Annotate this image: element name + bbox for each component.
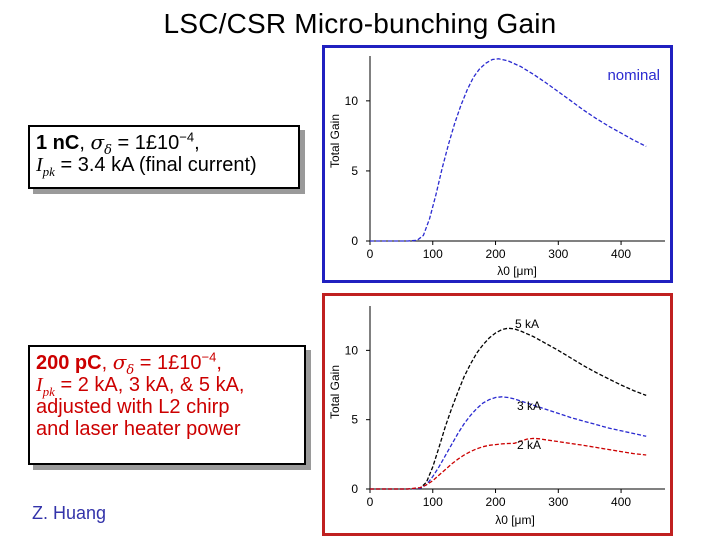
slide-title: LSC/CSR Micro-bunching Gain <box>163 8 557 39</box>
box2-ipk-rest: = 2 kA, 3 kA, & 5 kA, <box>54 374 245 396</box>
box1-ipk: I <box>36 154 43 176</box>
series-line-3-ka <box>370 396 647 490</box>
y-tick-label: 10 <box>345 94 359 108</box>
box1-charge: 1 nC <box>36 132 80 154</box>
y-tick-label: 5 <box>351 413 358 427</box>
box2-comma: , <box>216 352 222 374</box>
box1-exp: −4 <box>179 129 195 145</box>
current-comparison-plot-panel: 0 100 200 300 400 0 5 10 5 kA 3 kA 2 kA Total G… <box>322 293 673 536</box>
y-tick-label: 5 <box>351 164 358 178</box>
box2-line1: 200 pC, σδ = 1£10−4, <box>36 349 298 377</box>
series-label-3ka: 3 kA <box>517 399 541 413</box>
box1-ipk-rest: = 3.4 kA (final current) <box>54 154 257 176</box>
y-tick-label: 10 <box>345 343 359 357</box>
box2-charge: 200 pC <box>36 352 102 374</box>
box2-line2: Ipk = 2 kA, 3 kA, & 5 kA, <box>36 374 298 399</box>
x-axis-label: λ0 [μm] <box>497 264 537 278</box>
box1-sigma-sub: δ <box>104 143 112 158</box>
nominal-parameters-box: 1 nC, σδ = 1£10−4, Ipk = 3.4 kA (final c… <box>28 125 300 189</box>
box2-exp: −4 <box>201 349 217 365</box>
x-tick-label: 0 <box>367 247 374 261</box>
x-tick-label: 100 <box>423 495 443 509</box>
box2-ipk-sub: pk <box>42 384 55 399</box>
box2-ipk: I <box>36 374 43 396</box>
x-tick-label: 400 <box>611 495 631 509</box>
y-tick-label: 0 <box>351 482 358 496</box>
box2-line3: adjusted with L2 chirp <box>36 396 230 418</box>
box2-comma-a: , <box>101 352 113 374</box>
series-line-2-ka <box>370 437 647 490</box>
low-charge-parameters-box: 200 pC, σδ = 1£10−4, Ipk = 2 kA, 3 kA, &… <box>28 345 306 465</box>
x-tick-label: 200 <box>486 247 506 261</box>
box1-comma: , <box>194 132 200 154</box>
author-name: Z. Huang <box>32 503 107 523</box>
box1-line1: 1 nC, σδ = 1£10−4, <box>36 129 292 157</box>
current-comparison-chart: 0 100 200 300 400 0 5 10 5 kA 3 kA 2 kA Total G… <box>326 297 669 532</box>
x-tick-label: 300 <box>548 495 568 509</box>
y-tick-label: 0 <box>351 234 358 248</box>
series-label-5ka: 5 kA <box>515 317 539 331</box>
box2-eq: = 1£10 <box>134 352 202 374</box>
box2-sigma: σ <box>112 350 127 374</box>
x-tick-label: 0 <box>367 495 374 509</box>
x-tick-label: 100 <box>423 247 443 261</box>
x-tick-label: 400 <box>611 247 631 261</box>
box2-line4: and laser heater power <box>36 418 241 440</box>
series-line-5-ka <box>370 327 647 490</box>
series-label-2ka: 2 kA <box>517 438 541 452</box>
box1-comma-a: , <box>79 132 91 154</box>
x-tick-label: 200 <box>486 495 506 509</box>
y-axis-label: Total Gain <box>328 365 342 419</box>
y-axis-label: Total Gain <box>328 114 342 168</box>
nominal-gain-plot-panel: 0 100 200 300 400 0 5 10 nominal Total Gain λ0 … <box>322 45 673 283</box>
box2-sigma-sub: δ <box>126 363 135 378</box>
x-tick-label: 300 <box>548 247 568 261</box>
series-line-nominal <box>370 58 647 242</box>
box1-eq: = 1£10 <box>111 132 180 154</box>
box1-line2: Ipk = 3.4 kA (final current) <box>36 154 292 179</box>
chart-title-nominal: nominal <box>607 67 660 84</box>
box1-ipk-sub: pk <box>42 164 55 179</box>
x-axis-label: λ0 [μm] <box>495 513 535 527</box>
nominal-gain-chart: 0 100 200 300 400 0 5 10 nominal Total Gain λ0 … <box>326 49 669 279</box>
box1-sigma: σ <box>90 130 105 154</box>
